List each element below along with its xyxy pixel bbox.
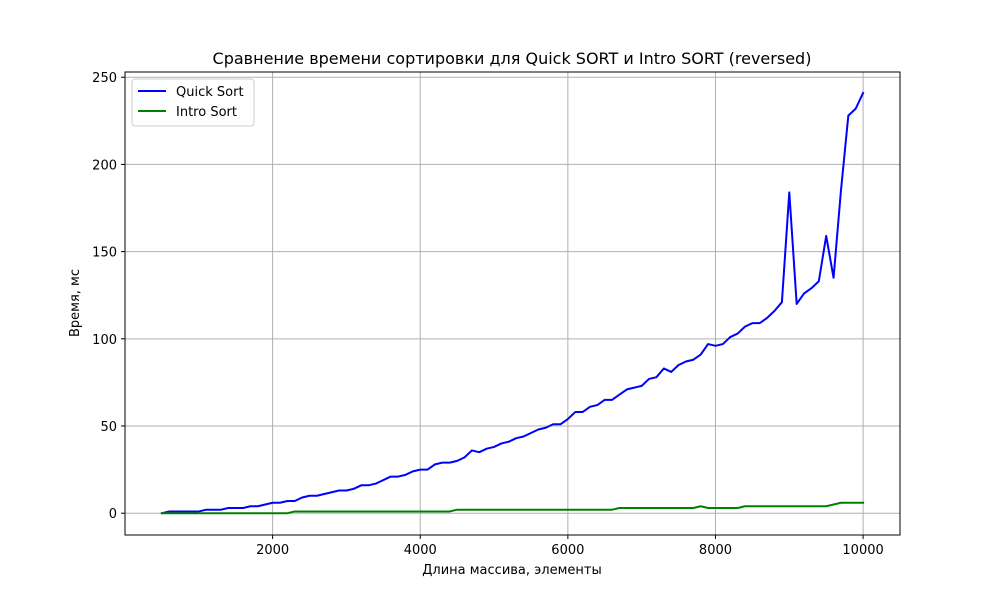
y-tick-label: 200 bbox=[92, 158, 117, 173]
x-tick-label: 2000 bbox=[256, 543, 289, 558]
y-tick-label: 0 bbox=[109, 507, 117, 522]
chart-title: Сравнение времени сортировки для Quick S… bbox=[213, 49, 812, 68]
y-tick-label: 250 bbox=[92, 71, 117, 86]
legend-label-intro-sort: Intro Sort bbox=[176, 105, 237, 120]
series-line-intro-sort bbox=[160, 501, 865, 515]
x-tick-label: 10000 bbox=[842, 543, 883, 558]
plot-area-frame bbox=[124, 71, 901, 536]
y-tick-label: 50 bbox=[100, 420, 117, 435]
x-tick-label: 6000 bbox=[551, 543, 584, 558]
x-tick-label: 4000 bbox=[404, 543, 437, 558]
legend-label-quick-sort: Quick Sort bbox=[176, 85, 244, 100]
series-line-quick-sort bbox=[160, 91, 865, 515]
x-tick-label: 8000 bbox=[699, 543, 732, 558]
y-tick-label: 150 bbox=[92, 246, 117, 261]
series-lines bbox=[160, 91, 865, 515]
ticks: 2000 4000 6000 8000 10000 0 50 100 150 200 250 bbox=[92, 71, 884, 558]
legend: Quick Sort Intro Sort bbox=[131, 78, 255, 127]
x-axis-label: Длина массива, элементы bbox=[422, 563, 602, 578]
grid bbox=[125, 72, 900, 535]
y-axis-label: Время, мс bbox=[68, 269, 83, 337]
y-tick-label: 100 bbox=[92, 333, 117, 348]
